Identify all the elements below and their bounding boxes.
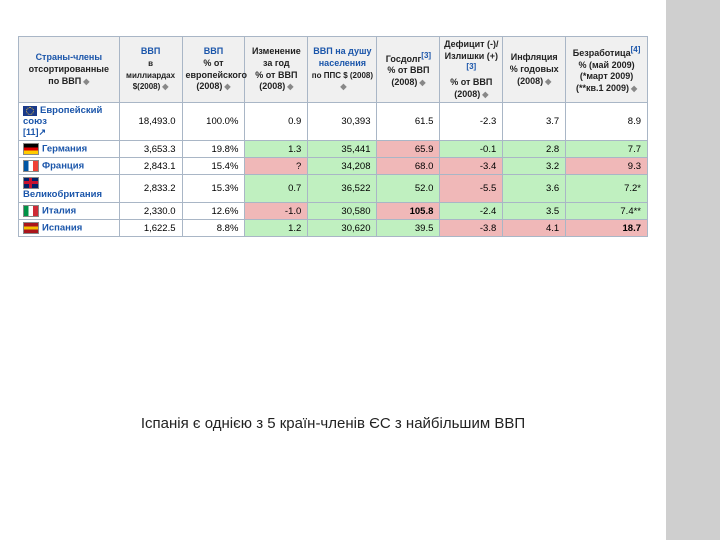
cell: -2.3 — [440, 103, 503, 141]
table-row: Франция2,843.115.4%?34,20868.0-3.43.29.3 — [19, 158, 648, 175]
col-header-7[interactable]: Инфляция% годовых (2008)◆ — [503, 37, 566, 103]
row-label[interactable]: Германия — [19, 141, 120, 158]
cell: 65.9 — [377, 141, 440, 158]
caption: Іспанія є однією з 5 країн-членів ЄС з н… — [0, 415, 666, 432]
cell: -3.4 — [440, 158, 503, 175]
cell: 8.9 — [566, 103, 648, 141]
cell: 18.7 — [566, 220, 648, 237]
eu-flag-icon — [23, 106, 37, 116]
col-header-6[interactable]: Дефицит (-)/ Излишки (+)[3]% от ВВП (200… — [440, 37, 503, 103]
cell: 105.8 — [377, 203, 440, 220]
cell: 0.7 — [245, 175, 308, 203]
cell: 52.0 — [377, 175, 440, 203]
cell: 9.3 — [566, 158, 648, 175]
cell: 61.5 — [377, 103, 440, 141]
cell: 30,580 — [308, 203, 377, 220]
row-label[interactable]: Великобритания — [19, 175, 120, 203]
table-row: Великобритания2,833.215.3%0.736,52252.0-… — [19, 175, 648, 203]
row-label[interactable]: Франция — [19, 158, 120, 175]
flag-icon — [23, 160, 39, 172]
cell: -0.1 — [440, 141, 503, 158]
row-label[interactable]: Италия — [19, 203, 120, 220]
cell: 3.2 — [503, 158, 566, 175]
cell: 19.8% — [182, 141, 245, 158]
cell: 30,393 — [308, 103, 377, 141]
table-row: Испания1,622.58.8%1.230,62039.5-3.84.118… — [19, 220, 648, 237]
cell: -3.8 — [440, 220, 503, 237]
cell: 15.4% — [182, 158, 245, 175]
cell: 2,330.0 — [119, 203, 182, 220]
cell: 100.0% — [182, 103, 245, 141]
eu-gdp-table-wrap: Страны-членыотсортированные по ВВП◆ВВПв … — [18, 36, 648, 237]
cell: -2.4 — [440, 203, 503, 220]
row-label[interactable]: Европейский союз[11]↗ — [19, 103, 120, 141]
cell: 1,622.5 — [119, 220, 182, 237]
cell: 2,833.2 — [119, 175, 182, 203]
cell: 7.4** — [566, 203, 648, 220]
cell: 3.6 — [503, 175, 566, 203]
cell: 7.2* — [566, 175, 648, 203]
table-row-eu: Европейский союз[11]↗18,493.0100.0%0.930… — [19, 103, 648, 141]
cell: 2,843.1 — [119, 158, 182, 175]
cell: 39.5 — [377, 220, 440, 237]
side-stripe — [666, 0, 720, 540]
cell: 7.7 — [566, 141, 648, 158]
table-row: Германия3,653.319.8%1.335,44165.9-0.12.8… — [19, 141, 648, 158]
col-header-8[interactable]: Безработица[4]% (май 2009) (*март 2009) … — [566, 37, 648, 103]
col-header-3[interactable]: Изменение за год% от ВВП (2008)◆ — [245, 37, 308, 103]
col-header-4[interactable]: ВВП на душу населенияпо ППС $ (2008)◆ — [308, 37, 377, 103]
cell: 2.8 — [503, 141, 566, 158]
col-header-5[interactable]: Госдолг[3]% от ВВП (2008)◆ — [377, 37, 440, 103]
flag-icon — [23, 177, 39, 189]
row-label[interactable]: Испания — [19, 220, 120, 237]
cell: 68.0 — [377, 158, 440, 175]
col-header-2[interactable]: ВВП% от европейского (2008)◆ — [182, 37, 245, 103]
cell: 18,493.0 — [119, 103, 182, 141]
cell: -5.5 — [440, 175, 503, 203]
cell: 4.1 — [503, 220, 566, 237]
cell: ? — [245, 158, 308, 175]
cell: -1.0 — [245, 203, 308, 220]
col-header-1[interactable]: ВВПв миллиардах $(2008)◆ — [119, 37, 182, 103]
flag-icon — [23, 222, 39, 234]
cell: 12.6% — [182, 203, 245, 220]
table-row: Италия2,330.012.6%-1.030,580105.8-2.43.5… — [19, 203, 648, 220]
cell: 8.8% — [182, 220, 245, 237]
flag-icon — [23, 205, 39, 217]
cell: 30,620 — [308, 220, 377, 237]
eu-gdp-table: Страны-членыотсортированные по ВВП◆ВВПв … — [18, 36, 648, 237]
header-row: Страны-членыотсортированные по ВВП◆ВВПв … — [19, 37, 648, 103]
cell: 1.2 — [245, 220, 308, 237]
cell: 36,522 — [308, 175, 377, 203]
cell: 3,653.3 — [119, 141, 182, 158]
cell: 3.7 — [503, 103, 566, 141]
flag-icon — [23, 143, 39, 155]
cell: 34,208 — [308, 158, 377, 175]
cell: 3.5 — [503, 203, 566, 220]
cell: 1.3 — [245, 141, 308, 158]
col-header-0[interactable]: Страны-членыотсортированные по ВВП◆ — [19, 37, 120, 103]
cell: 0.9 — [245, 103, 308, 141]
cell: 15.3% — [182, 175, 245, 203]
cell: 35,441 — [308, 141, 377, 158]
